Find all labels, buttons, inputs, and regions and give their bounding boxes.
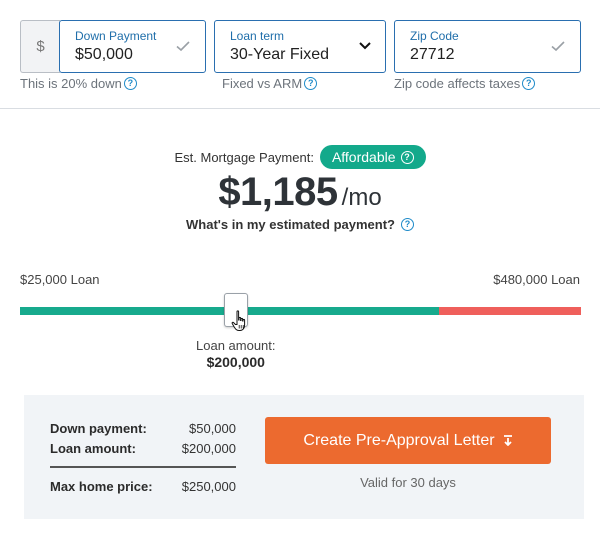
down-payment-label: Down Payment — [75, 29, 157, 43]
help-icon[interactable]: ? — [123, 77, 137, 90]
payment-label: Est. Mortgage Payment: — [174, 149, 314, 165]
summary-row-loan-amount: Loan amount: $200,000 — [50, 441, 236, 456]
affordability-badge-text: Affordable — [331, 149, 396, 165]
loan-amount-readout: Loan amount: $200,000 — [176, 337, 296, 371]
zip-code-value[interactable]: 27712 — [410, 46, 455, 63]
summary-row-max-home-price: Max home price: $250,000 — [50, 479, 236, 494]
loan-term-helper: Fixed vs ARM ? — [222, 76, 318, 91]
payment-amount-row: $1,185/mo — [0, 170, 600, 215]
loan-term-value: 30-Year Fixed — [230, 46, 330, 63]
summary-value: $250,000 — [181, 479, 236, 494]
help-icon: ? — [400, 150, 414, 164]
summary-row-down-payment: Down payment: $50,000 — [50, 421, 236, 436]
chevron-down-icon — [359, 42, 371, 50]
help-icon[interactable]: ? — [522, 77, 536, 90]
zip-code-helper: Zip code affects taxes ? — [394, 76, 536, 91]
loan-amount-slider-track[interactable] — [20, 307, 581, 315]
zip-code-label: Zip Code — [410, 29, 459, 43]
summary-value: $50,000 — [189, 421, 236, 436]
hand-cursor-icon — [231, 310, 245, 331]
payment-breakdown-link[interactable]: What's in my estimated payment? ? — [0, 217, 600, 232]
summary-key: Down payment: — [50, 421, 147, 436]
payment-header: Est. Mortgage Payment: Affordable ? — [0, 145, 600, 169]
zip-code-field[interactable]: Zip Code 27712 — [394, 20, 581, 73]
summary-key: Loan amount: — [50, 441, 136, 456]
loan-term-helper-text: Fixed vs ARM — [222, 76, 303, 91]
summary-value: $200,000 — [181, 441, 236, 456]
affordability-badge[interactable]: Affordable ? — [319, 145, 426, 169]
download-icon — [503, 435, 512, 446]
loan-amount-value: $200,000 — [206, 354, 265, 370]
down-payment-field[interactable]: Down Payment $50,000 — [59, 20, 206, 73]
loan-inputs-section: $ Down Payment $50,000 This is 20% down … — [0, 0, 600, 109]
slider-max-label: $480,000 Loan — [493, 272, 580, 287]
down-payment-helper: This is 20% down ? — [20, 76, 137, 91]
check-icon — [551, 41, 565, 52]
cta-label: Create Pre-Approval Letter — [303, 431, 495, 449]
down-payment-helper-text: This is 20% down — [20, 76, 122, 91]
slider-min-label: $25,000 Loan — [20, 272, 100, 287]
loan-term-label: Loan term — [230, 29, 285, 43]
down-payment-value[interactable]: $50,000 — [75, 46, 133, 63]
help-icon[interactable]: ? — [304, 77, 318, 90]
create-pre-approval-button[interactable]: Create Pre-Approval Letter — [265, 417, 551, 464]
summary-panel: Down payment: $50,000 Loan amount: $200,… — [24, 395, 584, 519]
loan-term-select[interactable]: Loan term 30-Year Fixed — [214, 20, 386, 73]
validity-note: Valid for 30 days — [360, 475, 456, 490]
zip-code-helper-text: Zip code affects taxes — [394, 76, 521, 91]
help-icon: ? — [400, 218, 414, 231]
check-icon — [176, 41, 190, 52]
loan-amount-caption: Loan amount: — [196, 338, 276, 353]
currency-prefix: $ — [20, 20, 60, 73]
summary-key: Max home price: — [50, 479, 153, 494]
summary-divider — [50, 466, 236, 468]
monthly-payment-amount: $1,185 — [218, 170, 338, 214]
payment-breakdown-text: What's in my estimated payment? — [186, 217, 395, 232]
monthly-unit: /mo — [341, 184, 382, 211]
